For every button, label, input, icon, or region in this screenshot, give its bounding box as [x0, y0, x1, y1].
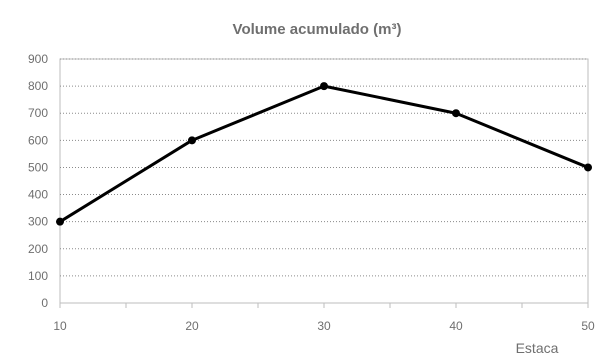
y-tick-label-400: 400: [28, 188, 48, 202]
data-point-30: [320, 82, 328, 91]
x-tick-label-10: 10: [53, 319, 67, 333]
data-point-50: [584, 163, 592, 172]
y-tick-label-500: 500: [28, 160, 48, 174]
y-tick-label-700: 700: [28, 106, 48, 120]
y-tick-label-800: 800: [28, 79, 48, 93]
y-tick-label-100: 100: [28, 269, 48, 283]
chart-title: Volume acumulado (m³): [233, 21, 402, 38]
data-point-10: [56, 217, 64, 226]
y-tick-label-600: 600: [28, 133, 48, 147]
data-point-40: [452, 109, 460, 118]
y-tick-label-0: 0: [41, 296, 48, 310]
x-tick-label-40: 40: [449, 319, 463, 333]
y-tick-label-900: 900: [28, 52, 48, 66]
x-tick-label-20: 20: [185, 319, 199, 333]
y-tick-label-200: 200: [28, 242, 48, 256]
y-tick-label-300: 300: [28, 215, 48, 229]
x-tick-label-50: 50: [581, 319, 595, 333]
x-axis-title: Estaca: [516, 340, 559, 356]
data-point-20: [188, 136, 196, 145]
x-tick-label-30: 30: [317, 319, 331, 333]
plot-frame: [59, 58, 589, 304]
plot-area: 0 100 200 300 400 500 600 700 800 900 10 20 30 40 50: [28, 52, 595, 333]
